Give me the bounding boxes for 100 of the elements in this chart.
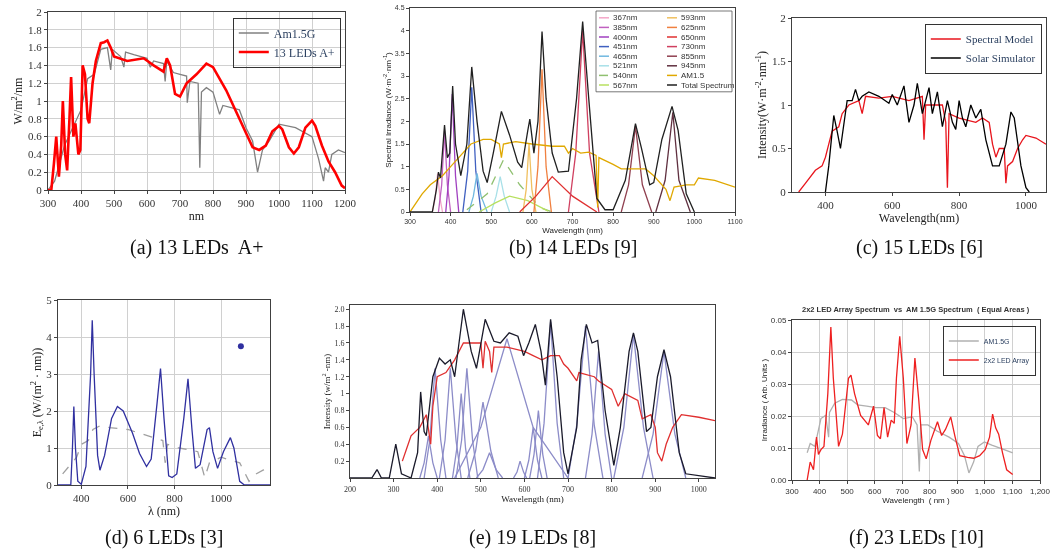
x-tick-label: 700 xyxy=(562,484,575,494)
y-tick-label: 1.6 xyxy=(28,41,43,54)
x-tick-label: 600 xyxy=(867,486,882,496)
legend-label: Spectral Model xyxy=(965,33,1034,46)
y-tick-label: 0 xyxy=(46,478,53,491)
x-tick-label: 1000 xyxy=(268,197,291,210)
x-tick-label: 900 xyxy=(237,197,255,210)
x-tick-label: 1000 xyxy=(210,492,233,505)
x-tick-label: 600 xyxy=(119,492,137,505)
legend-label: 385nm xyxy=(613,23,638,32)
x-tick-label: 600 xyxy=(884,199,902,212)
x-tick-label: 400 xyxy=(812,486,827,496)
x-tick-label: 900 xyxy=(649,484,662,494)
y-tick-label: 1.4 xyxy=(28,59,43,72)
x-tick-label: 800 xyxy=(923,486,937,496)
y-tick-label: 0.6 xyxy=(28,130,43,143)
legend-label: 540nm xyxy=(613,71,638,80)
legend-label: 567nm xyxy=(613,81,638,90)
legend-label: 400nm xyxy=(613,33,638,42)
x-axis-title: Wavelength (nm) xyxy=(542,225,604,235)
y-tick-label: 1 xyxy=(36,94,42,107)
x-tick-label: 600 xyxy=(138,197,156,210)
y-tick-label: 2.0 xyxy=(334,305,345,315)
y-tick-label: 0 xyxy=(780,185,787,198)
x-axis-title: Wavelength (nm) xyxy=(501,493,564,504)
y-tick-label: 0.4 xyxy=(334,440,345,450)
y-tick-label: 0.02 xyxy=(770,411,787,421)
x-tick-label: 400 xyxy=(431,484,444,494)
y-tick-label: 2 xyxy=(36,5,42,18)
legend-label: Am1.5G xyxy=(273,26,316,41)
x-tick-label: 700 xyxy=(895,486,910,496)
x-tick-label: 400 xyxy=(72,197,90,210)
x-tick-label: 200 xyxy=(344,484,356,494)
legend-label: 13 LEDs A+ xyxy=(273,45,335,60)
y-tick-label: 0.8 xyxy=(334,406,345,416)
legend-label: 367nm xyxy=(613,13,638,22)
x-tick-label: 1200 xyxy=(334,197,357,210)
legend-label: 945nm xyxy=(681,61,706,70)
x-axis-title: nm xyxy=(188,209,205,224)
y-tick-label: 0.4 xyxy=(28,148,43,161)
legend-label: 521nm xyxy=(613,61,638,70)
y-tick-label: 0.00 xyxy=(770,475,787,485)
y-tick-label: 0.6 xyxy=(334,423,345,433)
text: (d) 6 LEDs [3] xyxy=(105,526,224,549)
y-tick-label: 1.8 xyxy=(334,321,345,331)
y-tick-label: 5 xyxy=(46,293,53,306)
x-tick-label: 800 xyxy=(166,492,184,505)
legend-label: 593nm xyxy=(681,13,706,22)
x-tick-label: 1100 xyxy=(301,197,324,210)
legend-label: 650nm xyxy=(681,33,706,42)
y-tick-label: 2 xyxy=(46,404,52,417)
x-tick-label: 700 xyxy=(171,197,189,210)
y-tick-label: 2 xyxy=(780,11,786,24)
x-axis-title: Wavelength(nm) xyxy=(878,211,960,226)
legend-label: Total Spectrum xyxy=(681,81,735,90)
x-tick-label: 300 xyxy=(39,197,57,210)
x-tick-label: 800 xyxy=(950,199,968,212)
x-tick-label: 1000 xyxy=(690,484,707,494)
y-tick-label: 0.05 xyxy=(770,315,787,325)
y-tick-label: 0.5 xyxy=(772,142,787,155)
y-tick-label: 1 xyxy=(46,441,52,454)
text: (b) 14 LEDs [9] xyxy=(509,236,638,259)
legend-label: 451nm xyxy=(613,42,638,51)
y-tick-label: 1.2 xyxy=(28,77,42,90)
y-axis-title: Irradiance ( Arb. Units ) xyxy=(759,358,769,442)
y-tick-label: 0.2 xyxy=(28,166,42,179)
x-tick-label: 800 xyxy=(204,197,222,210)
x-tick-label: 400 xyxy=(817,199,835,212)
text: (c) 15 LEDs [6] xyxy=(856,236,984,259)
x-tick-label: 900 xyxy=(950,486,965,496)
x-tick-label: 500 xyxy=(105,197,123,210)
x-axis-title: λ (nm) xyxy=(147,504,181,519)
x-tick-label: 800 xyxy=(605,484,618,494)
text: (a) 13 LEDs A+ xyxy=(130,236,264,259)
x-tick-label: 400 xyxy=(73,492,91,505)
y-tick-label: 1.4 xyxy=(334,355,345,365)
y-tick-label: 1.8 xyxy=(28,23,43,36)
legend-label: 465nm xyxy=(613,52,638,61)
y-tick-label: 1 xyxy=(780,98,786,111)
legend-label: 855nm xyxy=(681,52,706,61)
legend-label: Solar Simulator xyxy=(965,52,1036,65)
y-tick-label: 0.01 xyxy=(770,443,787,453)
x-tick-label: 500 xyxy=(840,486,855,496)
y-tick-label: 0.8 xyxy=(28,112,43,125)
x-tick-label: 300 xyxy=(387,484,400,494)
y-tick-label: 0.03 xyxy=(770,379,787,389)
x-tick-label: 1000 xyxy=(1014,199,1038,212)
y-tick-label: 0.2 xyxy=(334,456,345,466)
y-tick-label: 0 xyxy=(36,183,43,196)
y-tick-label: 1.2 xyxy=(334,372,345,382)
y-tick-label: 0.04 xyxy=(770,347,787,357)
y-tick-label: 1 xyxy=(340,389,345,399)
text: (e) 19 LEDs [8] xyxy=(469,526,597,549)
x-tick-label: 1,200 xyxy=(1029,486,1051,496)
y-tick-label: 3 xyxy=(46,367,53,380)
x-tick-label: 1,000 xyxy=(974,486,996,496)
y-tick-label: 1.6 xyxy=(334,338,345,348)
x-tick-label: 1,100 xyxy=(1002,486,1023,496)
legend-label: AM1.5 xyxy=(681,71,705,80)
x-tick-label: 500 xyxy=(474,484,487,494)
